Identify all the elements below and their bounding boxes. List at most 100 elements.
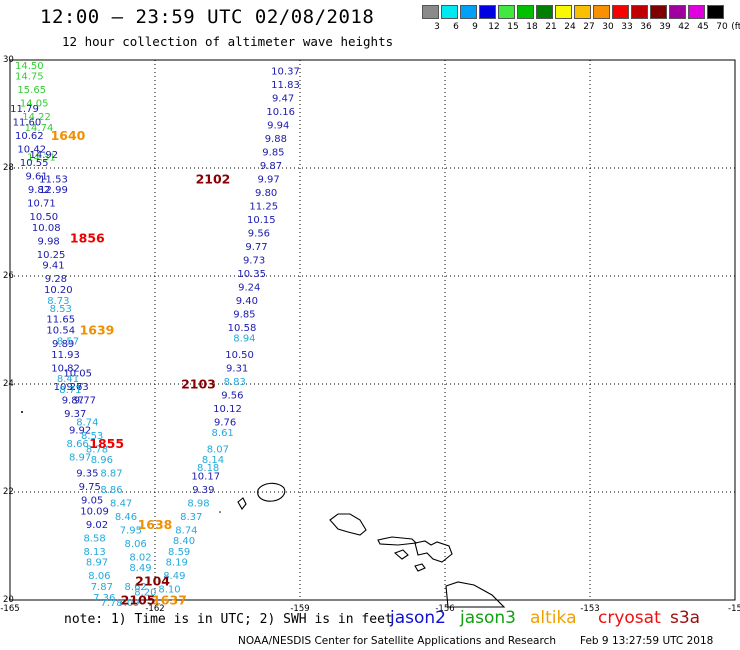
wave-height-label: 9.87 (260, 161, 282, 172)
wave-height-label: 9.76 (214, 417, 236, 428)
footer-note: note: 1) Time is in UTC; 2) SWH is in fe… (64, 612, 393, 627)
maui-island (414, 540, 453, 563)
wave-height-label: 10.05 (63, 369, 92, 380)
wave-height-label: 14.92 (30, 150, 59, 161)
legend-label: 24 (564, 22, 576, 32)
pass-time-label: 2103 (181, 377, 216, 392)
pass-time-label: 1637 (152, 593, 187, 608)
wave-height-label: 9.92 (69, 425, 91, 436)
wave-height-label: 9.98 (38, 236, 60, 247)
wave-height-label: 10.17 (191, 471, 220, 482)
lon-tick-label: -162 (145, 604, 164, 614)
legend-swatch (593, 5, 610, 19)
wave-height-label: 9.02 (86, 520, 108, 531)
wave-height-label: 8.20 (134, 587, 156, 598)
wave-height-label: 10.82 (51, 363, 80, 374)
wave-height-label: 11.60 (13, 118, 42, 129)
map-subtitle: 12 hour collection of altimeter wave hei… (62, 34, 394, 49)
lon-tick-label: -153 (580, 604, 599, 614)
satellite-jason3: jason3 (460, 608, 516, 628)
wave-height-label: 10.25 (37, 250, 66, 261)
legend-label: 18 (526, 22, 538, 32)
legend-label: 9 (472, 22, 478, 32)
wave-height-label: 8.07 (207, 444, 229, 455)
lat-tick-label: 30 (3, 55, 14, 65)
pass-time-label: 2104 (135, 574, 170, 589)
legend-swatch (536, 5, 553, 19)
wave-height-label: 9.31 (226, 363, 248, 374)
wave-height-label: 14.75 (15, 72, 44, 83)
wave-height-label: 8.62 (125, 582, 147, 593)
wave-height-label: 10.54 (46, 326, 75, 337)
wave-height-label: 8.37 (180, 512, 202, 523)
legend-label: 15 (507, 22, 519, 32)
legend-label: 36 (640, 22, 652, 32)
small-island-dot (21, 411, 23, 413)
pass-time-label: 2105 (121, 593, 156, 608)
satellite-altika: altika (530, 608, 577, 628)
wave-height-label: 10.12 (213, 404, 242, 415)
oahu-island (329, 513, 367, 536)
wave-height-label: 9.85 (233, 309, 255, 320)
wave-height-label: 9.37 (64, 409, 86, 420)
wave-height-label: 9.87 (62, 396, 84, 407)
kahoolawe-island (414, 563, 426, 572)
wave-height-label: 8.58 (83, 533, 105, 544)
wave-height-label: 10.58 (228, 323, 257, 334)
wave-height-label: 10.50 (30, 212, 59, 223)
wave-height-label: 8.49 (129, 563, 151, 574)
legend-label: 42 (678, 22, 690, 32)
legend-swatch (422, 5, 439, 19)
wave-height-label: 9.85 (262, 147, 284, 158)
wave-height-label: 14.31 (27, 153, 56, 164)
legend-swatch (479, 5, 496, 19)
wave-height-label: 8.49 (163, 571, 185, 582)
wave-height-label: 14.74 (25, 123, 54, 134)
wave-height-label: 8.98 (187, 498, 209, 509)
wave-height-label: 9.56 (221, 390, 243, 401)
wave-height-label: 9.77 (245, 242, 267, 253)
wave-height-label: 10.42 (17, 145, 46, 156)
wave-height-label: 9.40 (236, 296, 258, 307)
wave-height-label: 8.83 (224, 377, 246, 388)
wave-height-label: 9.24 (238, 282, 260, 293)
legend-swatch (707, 5, 724, 19)
lat-tick-label: 20 (3, 595, 14, 605)
legend-swatch (631, 5, 648, 19)
wave-height-label: 10.35 (237, 269, 266, 280)
wave-height-label: 14.22 (22, 112, 51, 123)
wave-height-label: 10.09 (80, 506, 109, 517)
legend-swatch (555, 5, 572, 19)
wave-height-label: 8.47 (110, 498, 132, 509)
satellite-cryosat: cryosat (598, 608, 661, 628)
wave-height-label: 11.93 (51, 350, 80, 361)
wave-height-label: 11.25 (249, 201, 278, 212)
wave-height-label: 14.50 (15, 61, 44, 72)
wave-height-label: 9.41 (42, 261, 64, 272)
wave-height-label: 8.40 (173, 536, 195, 547)
wave-height-label: 7.87 (91, 582, 113, 593)
wave-height-label: 8.94 (233, 334, 255, 345)
wave-height-label: 9.88 (265, 134, 287, 145)
legend-label: 6 (453, 22, 459, 32)
wave-height-label: 9.73 (243, 255, 265, 266)
legend-swatch (650, 5, 667, 19)
lon-tick-label: -159 (290, 604, 309, 614)
wave-height-label: 8.71 (59, 385, 81, 396)
wave-height-label: 9.35 (76, 469, 98, 480)
wave-height-label: 10.16 (266, 107, 295, 118)
lon-tick-label: -156 (435, 604, 454, 614)
wave-height-label: 7.36 (93, 593, 115, 604)
legend-label: 45 (697, 22, 709, 32)
wave-height-label: 11.83 (271, 80, 300, 91)
wave-height-label: 11.79 (10, 104, 39, 115)
legend-swatch (460, 5, 477, 19)
niihau-island (237, 497, 247, 510)
legend-label: 21 (545, 22, 557, 32)
pass-time-label: 1638 (138, 517, 173, 532)
wave-height-label: 9.77 (74, 396, 96, 407)
wave-height-label: 9.97 (257, 174, 279, 185)
wave-height-label: 9.61 (25, 172, 47, 183)
map-title: 12:00 – 23:59 UTC 02/08/2018 (40, 6, 375, 28)
wave-height-label: 8.13 (83, 547, 105, 558)
